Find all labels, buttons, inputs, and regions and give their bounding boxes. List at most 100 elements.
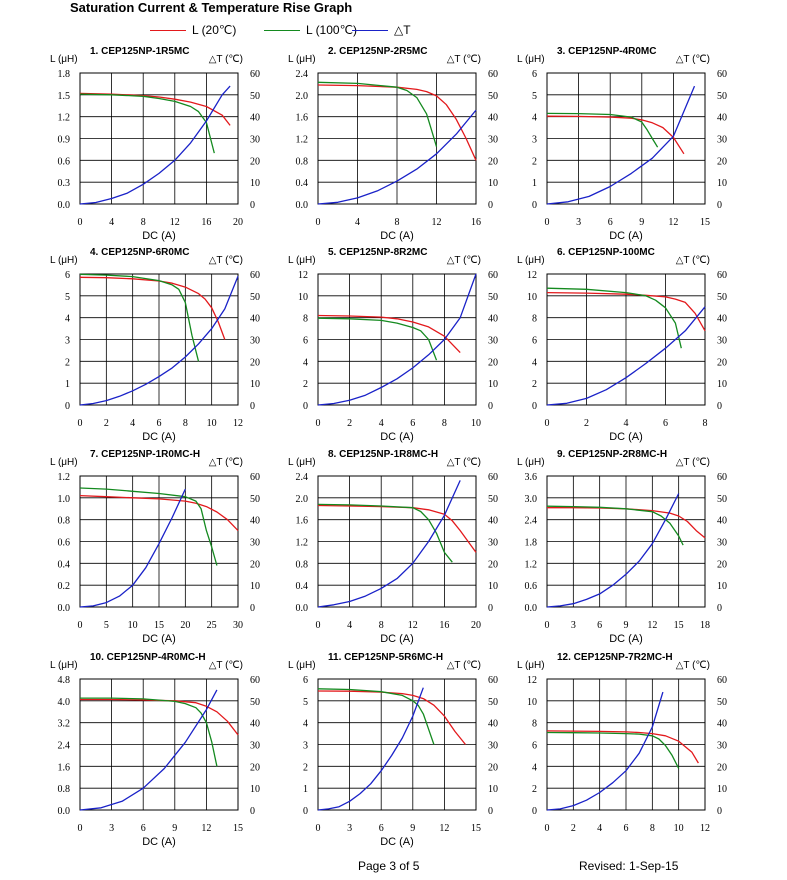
series-line-l20 [317,690,467,745]
plot-frame [317,475,477,608]
x-tick-label: 0 [316,217,321,228]
series-line-dt [79,275,239,406]
y-axis-label: L (μH) [517,457,545,468]
y-axis-label: L (μH) [517,255,545,266]
y-tick-label: 6 [532,741,537,752]
y-tick-label: 6 [532,69,537,80]
series-line-l100 [79,273,200,362]
y2-tick-label: 60 [250,472,260,483]
x-tick-label: 3 [109,823,114,834]
y-tick-label: 3 [532,135,537,146]
x-tick-label: 6 [663,418,668,429]
series-line-l100 [80,697,218,767]
y-tick-label: 0.8 [296,156,309,167]
y2-axis-label: △T (℃) [447,54,481,65]
y2-tick-label: 60 [488,472,498,483]
x-tick-label: 8 [183,418,188,429]
y-tick-label: 10 [527,697,537,708]
x-tick-label: 0 [545,620,550,631]
y2-tick-label: 30 [488,741,498,752]
y-tick-label: 4 [532,762,537,773]
x-tick-label: 6 [141,823,146,834]
y2-tick-label: 50 [250,91,260,102]
y2-tick-label: 0 [717,200,722,211]
x-axis-label: DC (A) [142,633,176,645]
plot-frame [79,273,239,406]
plot-frame [317,678,477,811]
y2-tick-label: 50 [717,494,727,505]
x-tick-label: 6 [624,823,629,834]
y-tick-label: 4 [303,357,308,368]
x-tick-label: 8 [650,823,655,834]
x-tick-label: 16 [471,217,481,228]
series-line-l20 [317,504,477,553]
y-tick-label: 5 [532,91,537,102]
chart-panel: 11. CEP125NP-5R6MC-H L (μH) △T (℃) DC (A) 0 3… [288,652,498,848]
y2-tick-label: 0 [250,806,255,817]
y-tick-label: 0 [303,806,308,817]
y2-tick-label: 40 [488,719,498,730]
y2-tick-label: 60 [717,675,727,686]
legend-item-l20: L (20℃) [150,23,236,37]
y2-tick-label: 40 [488,516,498,527]
y2-tick-label: 50 [250,697,260,708]
y-tick-label: 1.8 [58,69,71,80]
y-tick-label: 4 [303,719,308,730]
chart-title: 3. CEP125NP-4R0MC [557,46,656,57]
chart-panel: 2. CEP125NP-2R5MC L (μH) △T (℃) DC (A) 0 4 8 12… [288,46,498,242]
y-tick-label: 5 [303,697,308,708]
x-tick-label: 9 [410,823,415,834]
series-line-l100 [317,81,438,147]
y2-tick-label: 50 [717,91,727,102]
series-line-dt [317,273,477,406]
y2-tick-label: 0 [488,603,493,614]
y2-tick-label: 10 [250,581,260,592]
y-tick-label: 2 [532,379,537,390]
chart-panel: 8. CEP125NP-1R8MC-H L (μH) △T (℃) DC (A) 0 4 8… [288,449,498,645]
legend-item-dt: △T [352,23,411,37]
chart-panel: 12. CEP125NP-7R2MC-H L (μH) △T (℃) 0 2 4 6 8 10 1… [517,652,727,834]
y2-tick-label: 0 [250,200,255,211]
y-tick-label: 0 [303,401,308,412]
x-axis-label: DC (A) [142,836,176,848]
chart-title: 8. CEP125NP-1R8MC-H [328,449,438,460]
y-axis-label: L (μH) [517,660,545,671]
y2-axis-label: △T (℃) [209,54,243,65]
x-tick-label: 8 [141,217,146,228]
y-tick-label: 8 [532,314,537,325]
series-line-l20 [546,115,685,155]
y-tick-label: 1.2 [525,559,538,570]
x-tick-label: 4 [597,823,602,834]
y2-axis-label: △T (℃) [676,457,710,468]
x-tick-label: 0 [78,620,83,631]
x-tick-label: 2 [347,418,352,429]
legend-swatch-l20 [150,29,186,31]
y2-tick-label: 60 [250,270,260,281]
y2-axis-label: △T (℃) [447,457,481,468]
series-line-l20 [547,507,706,539]
x-tick-label: 0 [78,823,83,834]
y-tick-label: 5 [65,292,70,303]
chart-title: 10. CEP125NP-4R0MC-H [90,652,206,663]
x-tick-label: 10 [207,418,217,429]
y-tick-label: 12 [298,270,308,281]
y-tick-label: 2.0 [296,494,309,505]
y-tick-label: 2 [532,156,537,167]
y2-tick-label: 0 [250,603,255,614]
y-tick-label: 1.2 [296,538,309,549]
y2-tick-label: 30 [717,538,727,549]
y-tick-label: 0 [532,401,537,412]
y-axis-label: L (μH) [288,457,316,468]
x-tick-label: 25 [207,620,217,631]
series-line-dt [546,493,680,608]
y-tick-label: 0 [532,806,537,817]
y-tick-label: 10 [527,292,537,303]
y2-tick-label: 40 [717,516,727,527]
y-tick-label: 1.2 [296,135,309,146]
series-line-dt [79,85,231,205]
y2-axis-label: △T (℃) [676,54,710,65]
y2-tick-label: 50 [250,494,260,505]
series-line-l100 [79,487,218,566]
y-tick-label: 2.4 [58,741,71,752]
x-axis-label: DC (A) [609,633,643,645]
